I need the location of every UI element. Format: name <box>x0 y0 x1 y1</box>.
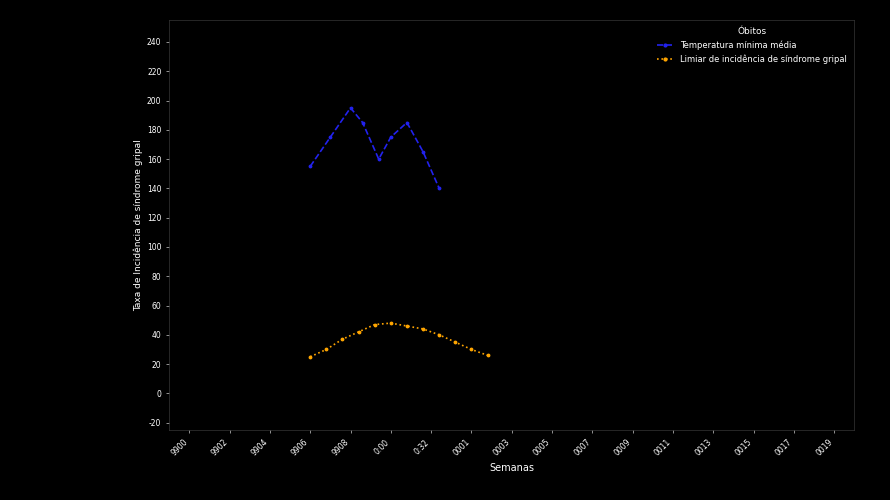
X-axis label: Semanas: Semanas <box>490 464 534 473</box>
Y-axis label: Taxa de Incidência de síndrome gripal: Taxa de Incidência de síndrome gripal <box>134 139 142 311</box>
Legend: Temperatura mínima média, Limiar de incidência de síndrome gripal: Temperatura mínima média, Limiar de inci… <box>653 24 850 67</box>
